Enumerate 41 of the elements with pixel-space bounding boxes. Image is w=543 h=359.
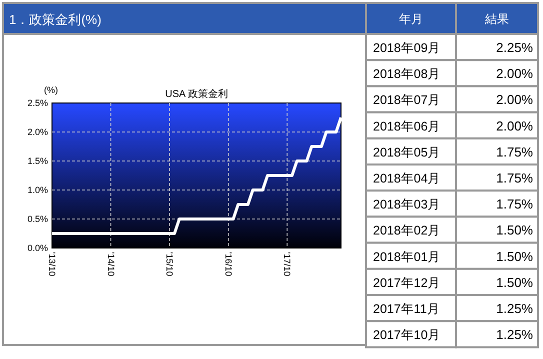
y-tick-label: 1.5% xyxy=(27,156,48,166)
data-label: 2.00% xyxy=(496,92,534,108)
y-tick-label: 1.0% xyxy=(27,185,48,195)
category-label: 2017年10月 xyxy=(373,328,441,342)
category-label: 2018年05月 xyxy=(373,145,441,160)
chart-title: USA 政策金利 xyxy=(165,88,228,100)
category-label: 2018年08月 xyxy=(373,67,441,82)
x-tick-label: '15/10 xyxy=(164,252,175,276)
y-tick-label: 2.0% xyxy=(27,127,48,137)
data-label: 1.75% xyxy=(496,144,534,160)
category-label: 2018年03月 xyxy=(373,198,441,212)
category-label: 2018年04月 xyxy=(373,172,441,186)
data-label: 1.50% xyxy=(496,248,534,264)
text: 年月 xyxy=(399,12,423,26)
line-series xyxy=(50,116,342,235)
x-tick-label: '17/10 xyxy=(282,252,292,276)
data-label: 2.25% xyxy=(496,40,534,55)
category-label: 2018年07月 xyxy=(373,93,441,108)
data-label: 1.50% xyxy=(496,222,534,238)
category-label: 2018年09月 xyxy=(373,41,441,55)
data-label: 2.00% xyxy=(496,66,534,82)
data-label: 1.75% xyxy=(496,196,534,212)
data-label: 1.25% xyxy=(496,301,534,316)
x-tick-label: '13/10 xyxy=(47,252,57,276)
y-tick-label: 0.5% xyxy=(27,214,48,224)
category-label: 2017年11月 xyxy=(373,302,440,316)
data-label: 1.25% xyxy=(496,327,534,342)
y-tick-label: 2.5% xyxy=(27,98,48,108)
y-tick-label: 0.0% xyxy=(27,243,48,253)
x-tick-label: '16/10 xyxy=(223,252,234,276)
text: 結果 xyxy=(484,12,509,26)
category-label: 2018年02月 xyxy=(373,224,441,238)
data-label: 1.75% xyxy=(496,170,534,186)
category-label: 2017年12月 xyxy=(373,276,441,290)
text: 1．政策金利(%) xyxy=(9,12,102,27)
data-label: 1.50% xyxy=(496,274,534,290)
data-label: 2.00% xyxy=(496,118,534,134)
category-label: 2018年01月 xyxy=(373,250,441,264)
category-label: 2018年06月 xyxy=(373,119,441,134)
x-tick-label: '14/10 xyxy=(106,252,116,276)
y-axis-title: (%) xyxy=(44,85,58,95)
